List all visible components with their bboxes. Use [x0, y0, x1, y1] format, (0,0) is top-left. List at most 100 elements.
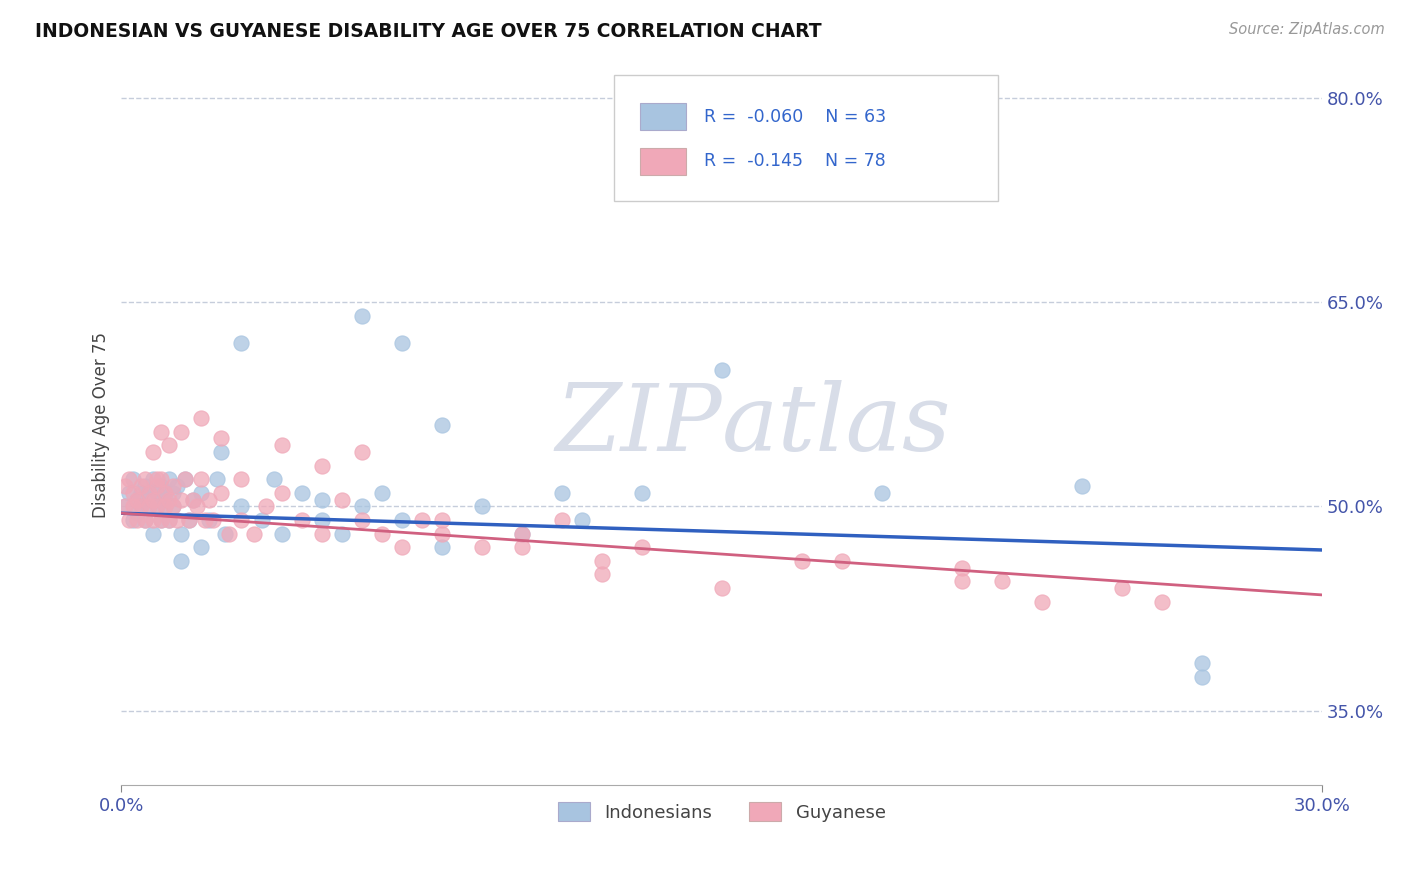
- Point: [155, 500, 177, 514]
- Point: [146, 485, 169, 500]
- Point: [134, 479, 156, 493]
- Point: [571, 513, 593, 527]
- Point: [142, 513, 165, 527]
- Point: [1191, 669, 1213, 683]
- Point: [183, 492, 205, 507]
- Point: [179, 513, 201, 527]
- Point: [290, 513, 312, 527]
- Point: [159, 513, 181, 527]
- Point: [430, 513, 453, 527]
- Point: [134, 513, 156, 527]
- Point: [950, 560, 973, 574]
- Point: [231, 472, 253, 486]
- Point: [183, 492, 205, 507]
- Point: [270, 485, 292, 500]
- Point: [162, 479, 184, 493]
- Point: [194, 513, 217, 527]
- Point: [122, 485, 145, 500]
- Point: [1111, 581, 1133, 595]
- Point: [131, 485, 153, 500]
- Point: [190, 411, 212, 425]
- Point: [1191, 656, 1213, 670]
- Point: [131, 479, 153, 493]
- Point: [218, 526, 240, 541]
- Point: [142, 526, 165, 541]
- Point: [370, 485, 392, 500]
- Point: [155, 500, 177, 514]
- Point: [630, 485, 652, 500]
- Point: [330, 492, 353, 507]
- Point: [1070, 479, 1092, 493]
- Point: [254, 500, 277, 514]
- Point: [430, 526, 453, 541]
- Point: [211, 431, 233, 445]
- Point: [391, 336, 413, 351]
- Point: [190, 472, 212, 486]
- Point: [159, 438, 181, 452]
- Point: [790, 554, 813, 568]
- Point: [146, 500, 169, 514]
- Point: [870, 485, 893, 500]
- Point: [411, 513, 433, 527]
- Point: [162, 485, 184, 500]
- Point: [146, 479, 169, 493]
- Point: [159, 513, 181, 527]
- Text: Source: ZipAtlas.com: Source: ZipAtlas.com: [1229, 22, 1385, 37]
- Point: [430, 417, 453, 432]
- Point: [350, 309, 373, 323]
- Point: [127, 492, 149, 507]
- Point: [510, 541, 533, 555]
- Point: [122, 513, 145, 527]
- Text: ZIP: ZIP: [555, 380, 721, 470]
- Point: [114, 500, 136, 514]
- Text: atlas: atlas: [721, 380, 952, 470]
- Point: [550, 485, 572, 500]
- Point: [122, 472, 145, 486]
- Point: [174, 472, 197, 486]
- Point: [263, 472, 285, 486]
- Point: [311, 526, 333, 541]
- Point: [991, 574, 1014, 589]
- Point: [186, 500, 208, 514]
- Point: [190, 541, 212, 555]
- Point: [118, 513, 141, 527]
- Point: [250, 513, 273, 527]
- Point: [1150, 595, 1173, 609]
- Point: [370, 526, 392, 541]
- Point: [190, 485, 212, 500]
- Point: [231, 513, 253, 527]
- Point: [131, 500, 153, 514]
- Point: [146, 472, 169, 486]
- Point: [150, 513, 173, 527]
- Point: [170, 425, 193, 439]
- Point: [471, 500, 494, 514]
- Point: [311, 513, 333, 527]
- Point: [159, 492, 181, 507]
- Point: [270, 526, 292, 541]
- Point: [430, 541, 453, 555]
- Point: [198, 492, 221, 507]
- Point: [155, 485, 177, 500]
- Point: [150, 513, 173, 527]
- Point: [270, 438, 292, 452]
- Point: [550, 513, 572, 527]
- Point: [138, 485, 160, 500]
- Point: [350, 513, 373, 527]
- Point: [118, 485, 141, 500]
- Point: [591, 567, 613, 582]
- Point: [350, 500, 373, 514]
- Point: [142, 492, 165, 507]
- Point: [202, 513, 225, 527]
- Point: [510, 526, 533, 541]
- Text: R =  -0.145    N = 78: R = -0.145 N = 78: [704, 153, 886, 170]
- Point: [150, 472, 173, 486]
- Text: R =  -0.060    N = 63: R = -0.060 N = 63: [704, 108, 886, 126]
- Point: [231, 500, 253, 514]
- Point: [166, 513, 188, 527]
- Y-axis label: Disability Age Over 75: Disability Age Over 75: [93, 332, 110, 517]
- Point: [134, 513, 156, 527]
- Point: [510, 526, 533, 541]
- Point: [350, 445, 373, 459]
- Point: [211, 485, 233, 500]
- Point: [114, 479, 136, 493]
